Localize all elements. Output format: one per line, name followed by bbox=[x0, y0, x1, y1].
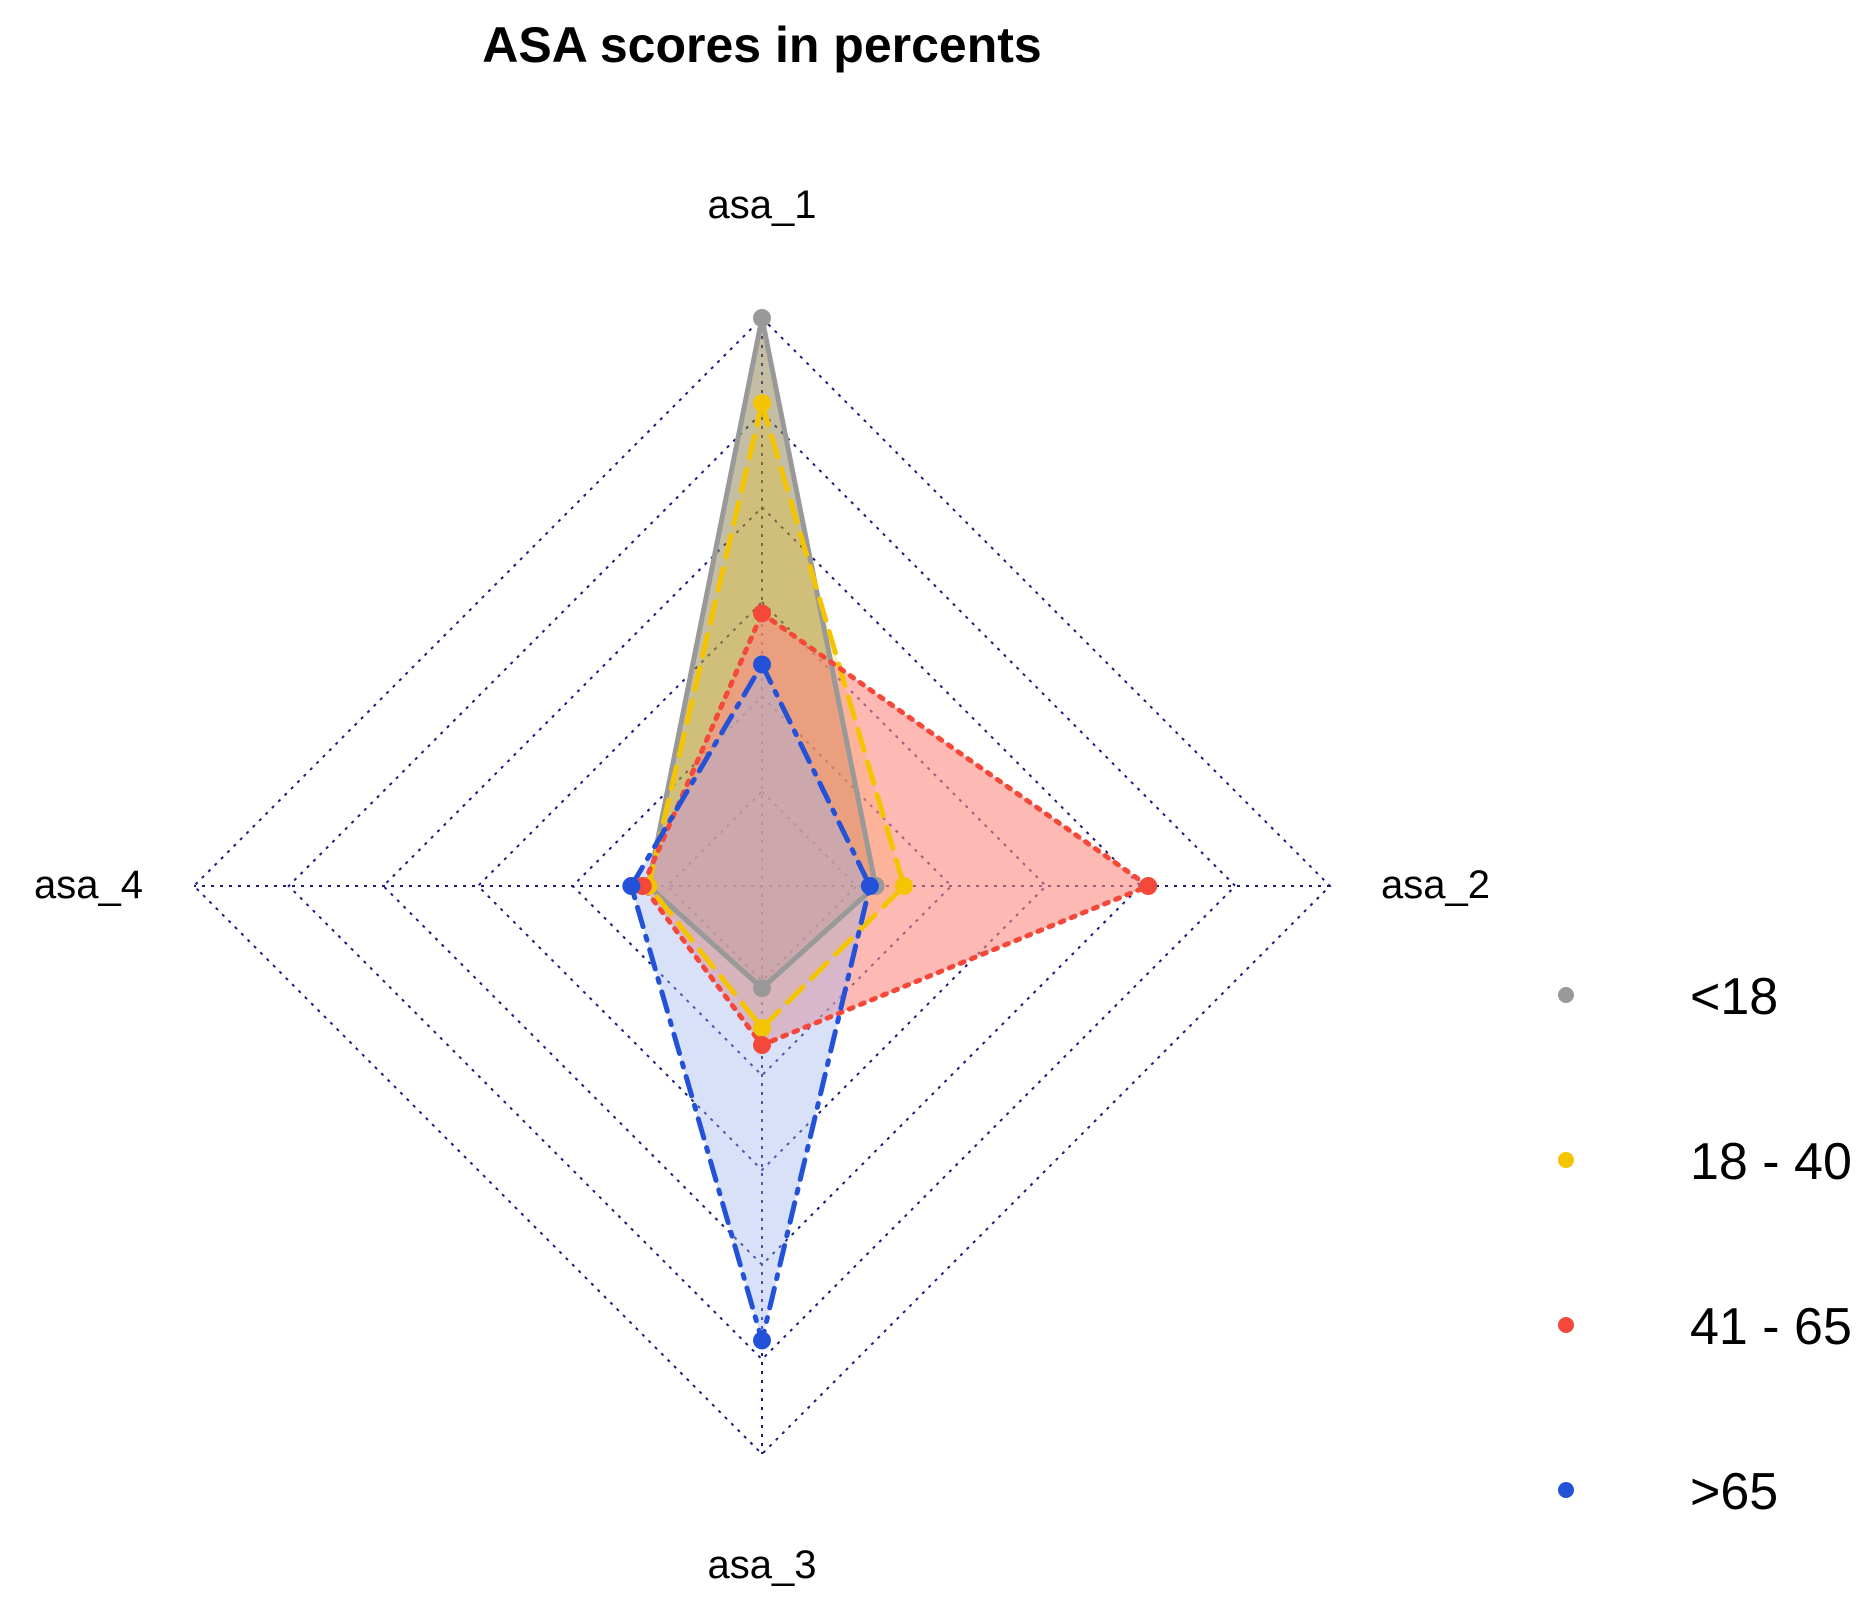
legend-label-gt65: >65 bbox=[1690, 1463, 1778, 1521]
data-point-18-40-asa-1 bbox=[753, 394, 771, 413]
data-point-gt65-asa-4 bbox=[622, 877, 641, 895]
data-point-18-40-asa-2 bbox=[895, 877, 913, 895]
data-point-41-65-asa-2 bbox=[1139, 877, 1158, 895]
data-point-gt65-asa-3 bbox=[753, 1331, 771, 1350]
legend-marker-41-65 bbox=[1558, 1317, 1574, 1333]
series-fills bbox=[631, 318, 1149, 1341]
legend-label-41-65: 41 - 65 bbox=[1690, 1298, 1852, 1356]
axis-label-asa-4: asa_4 bbox=[34, 863, 143, 907]
legend-marker-18-40 bbox=[1558, 1152, 1574, 1168]
data-point-lt18-asa-1 bbox=[753, 309, 771, 327]
data-point-gt65-asa-1 bbox=[753, 655, 771, 674]
data-point-lt18-asa-3 bbox=[753, 979, 771, 998]
grid-ring bbox=[571, 695, 953, 1077]
legend-marker-gt65 bbox=[1558, 1482, 1574, 1498]
data-point-41-65-asa-1 bbox=[753, 604, 771, 623]
axis-label-asa-3: asa_3 bbox=[708, 1543, 817, 1587]
grid-ring bbox=[476, 600, 1048, 1172]
series-area-gt65 bbox=[631, 664, 870, 1341]
axis-label-asa-1: asa_1 bbox=[708, 183, 817, 227]
axis-labels: asa_1 asa_2 asa_3 asa_4 bbox=[34, 183, 1490, 1587]
legend-marker-lt18 bbox=[1558, 987, 1574, 1003]
legend-label-18-40: 18 - 40 bbox=[1690, 1133, 1852, 1191]
legend-label-lt18: <18 bbox=[1690, 968, 1778, 1026]
data-point-gt65-asa-2 bbox=[860, 877, 879, 895]
chart-title: ASA scores in percents bbox=[482, 17, 1041, 73]
data-point-41-65-asa-3 bbox=[753, 1036, 771, 1055]
series-area-41-65 bbox=[642, 613, 1149, 1046]
data-point-18-40-asa-3 bbox=[753, 1019, 771, 1037]
axis-label-asa-2: asa_2 bbox=[1381, 863, 1490, 907]
legend: <18 18 - 40 41 - 65 >65 bbox=[1558, 968, 1852, 1521]
series-points bbox=[622, 309, 1158, 1350]
